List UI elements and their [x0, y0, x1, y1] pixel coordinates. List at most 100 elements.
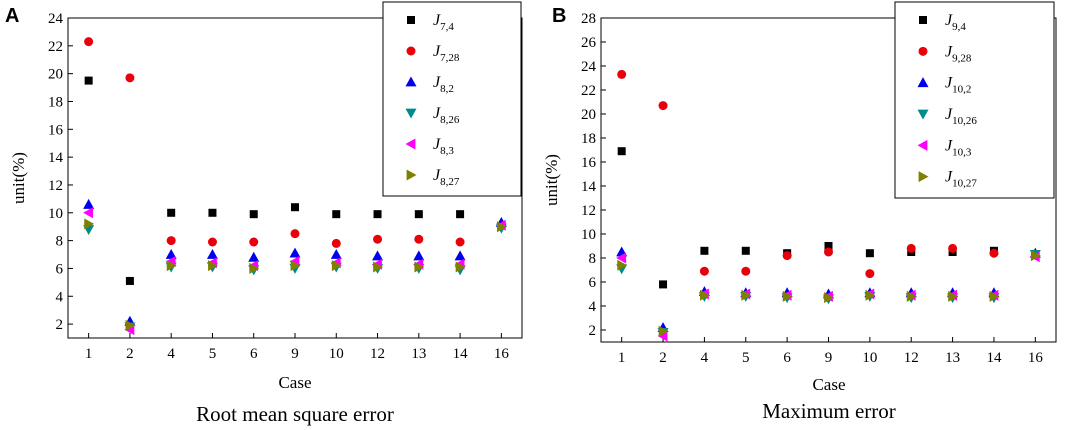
data-point: [414, 234, 424, 244]
x-tick-label: 14: [986, 350, 1002, 366]
data-point: [332, 210, 341, 219]
chart-caption: Root mean square error: [196, 402, 394, 426]
data-point: [617, 259, 628, 271]
data-point: [290, 229, 300, 239]
data-point: [865, 249, 874, 258]
y-tick-label: 20: [48, 67, 63, 83]
data-point: [782, 251, 792, 261]
data-point: [455, 237, 465, 247]
x-tick-label: 10: [329, 346, 344, 362]
y-tick-label: 14: [581, 179, 597, 195]
data-point: [373, 234, 383, 244]
legend-marker: [407, 16, 415, 24]
data-point: [659, 280, 668, 289]
data-point: [741, 289, 752, 301]
data-point: [989, 290, 1000, 302]
data-point: [741, 266, 751, 276]
y-tick-label: 6: [589, 275, 597, 291]
y-tick-label: 6: [56, 261, 64, 277]
x-tick-label: 6: [250, 346, 258, 362]
legend-marker: [405, 76, 417, 87]
y-tick-label: 4: [589, 299, 597, 315]
legend-box: [894, 1, 1055, 199]
data-point: [617, 147, 626, 156]
y-tick-label: 24: [581, 59, 597, 75]
data-point: [208, 208, 217, 217]
y-tick-label: 18: [48, 94, 63, 110]
data-point: [84, 37, 94, 47]
x-axis-label: Case: [278, 373, 311, 392]
data-point: [208, 260, 218, 272]
data-point: [741, 246, 750, 255]
data-point: [906, 290, 917, 302]
legend-marker: [406, 169, 417, 181]
data-point: [83, 207, 94, 219]
data-point: [989, 248, 999, 258]
x-tick-label: 9: [291, 346, 299, 362]
data-point: [906, 243, 916, 253]
data-point: [496, 221, 507, 233]
y-tick-label: 2: [56, 317, 64, 333]
data-point: [1030, 250, 1041, 262]
x-tick-label: 2: [126, 346, 134, 362]
data-point: [249, 210, 258, 219]
legend-marker: [917, 109, 929, 120]
y-tick-label: 4: [56, 289, 64, 305]
data-point: [373, 210, 382, 219]
data-point: [824, 292, 834, 304]
data-point: [289, 247, 301, 258]
x-tick-label: 12: [370, 346, 385, 362]
y-tick-label: 16: [48, 122, 64, 138]
data-point: [700, 246, 709, 255]
data-point: [699, 266, 709, 276]
y-tick-label: 12: [581, 203, 596, 219]
y-tick-label: 26: [581, 35, 597, 51]
x-tick-label: 14: [453, 346, 469, 362]
y-tick-label: 14: [48, 150, 64, 166]
legend-marker: [406, 46, 416, 56]
data-point: [824, 242, 833, 250]
y-tick-label: 8: [589, 251, 597, 267]
x-tick-label: 5: [209, 346, 217, 362]
x-tick-label: 16: [1028, 350, 1044, 366]
y-tick-label: 22: [581, 83, 596, 99]
legend-marker: [918, 46, 928, 56]
legend-marker: [919, 16, 927, 24]
data-point: [125, 73, 135, 83]
legend-box: [382, 1, 522, 197]
y-tick-label: 2: [589, 323, 597, 339]
x-tick-label: 10: [862, 350, 877, 366]
y-tick-label: 10: [48, 206, 63, 222]
legend-marker: [918, 171, 929, 183]
data-point: [616, 252, 627, 264]
y-tick-label: 28: [581, 11, 596, 27]
x-tick-label: 4: [701, 350, 709, 366]
data-point: [414, 261, 425, 273]
data-point: [865, 269, 875, 279]
data-point: [207, 237, 217, 247]
data-point: [782, 290, 793, 302]
data-point: [83, 198, 95, 209]
y-tick-label: 8: [56, 234, 64, 250]
data-point: [617, 69, 627, 79]
data-point: [331, 260, 342, 272]
x-tick-label: 13: [411, 346, 426, 362]
data-point: [125, 319, 136, 331]
data-point: [166, 260, 177, 272]
chart-caption: Maximum error: [762, 399, 896, 423]
data-point: [700, 289, 710, 301]
x-tick-label: 6: [783, 350, 791, 366]
x-tick-label: 2: [659, 350, 667, 366]
y-tick-label: 18: [581, 131, 596, 147]
data-point: [84, 76, 93, 85]
data-point: [125, 276, 134, 285]
y-tick-label: 22: [48, 39, 63, 55]
data-point: [291, 203, 299, 212]
data-point: [455, 261, 466, 273]
data-point: [824, 247, 833, 257]
data-point: [330, 249, 342, 259]
data-point: [414, 210, 423, 219]
